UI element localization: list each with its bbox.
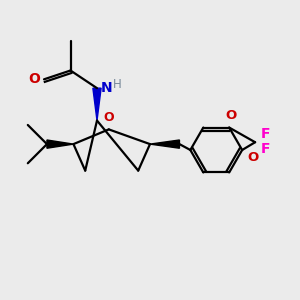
- Text: O: O: [248, 152, 259, 164]
- Polygon shape: [93, 88, 101, 121]
- Polygon shape: [47, 140, 74, 148]
- Text: O: O: [28, 72, 40, 86]
- Polygon shape: [150, 140, 179, 148]
- Text: N: N: [100, 81, 112, 95]
- Text: O: O: [225, 109, 236, 122]
- Text: F: F: [261, 142, 271, 156]
- Text: H: H: [113, 78, 122, 91]
- Text: O: O: [103, 111, 114, 124]
- Text: F: F: [261, 127, 271, 141]
